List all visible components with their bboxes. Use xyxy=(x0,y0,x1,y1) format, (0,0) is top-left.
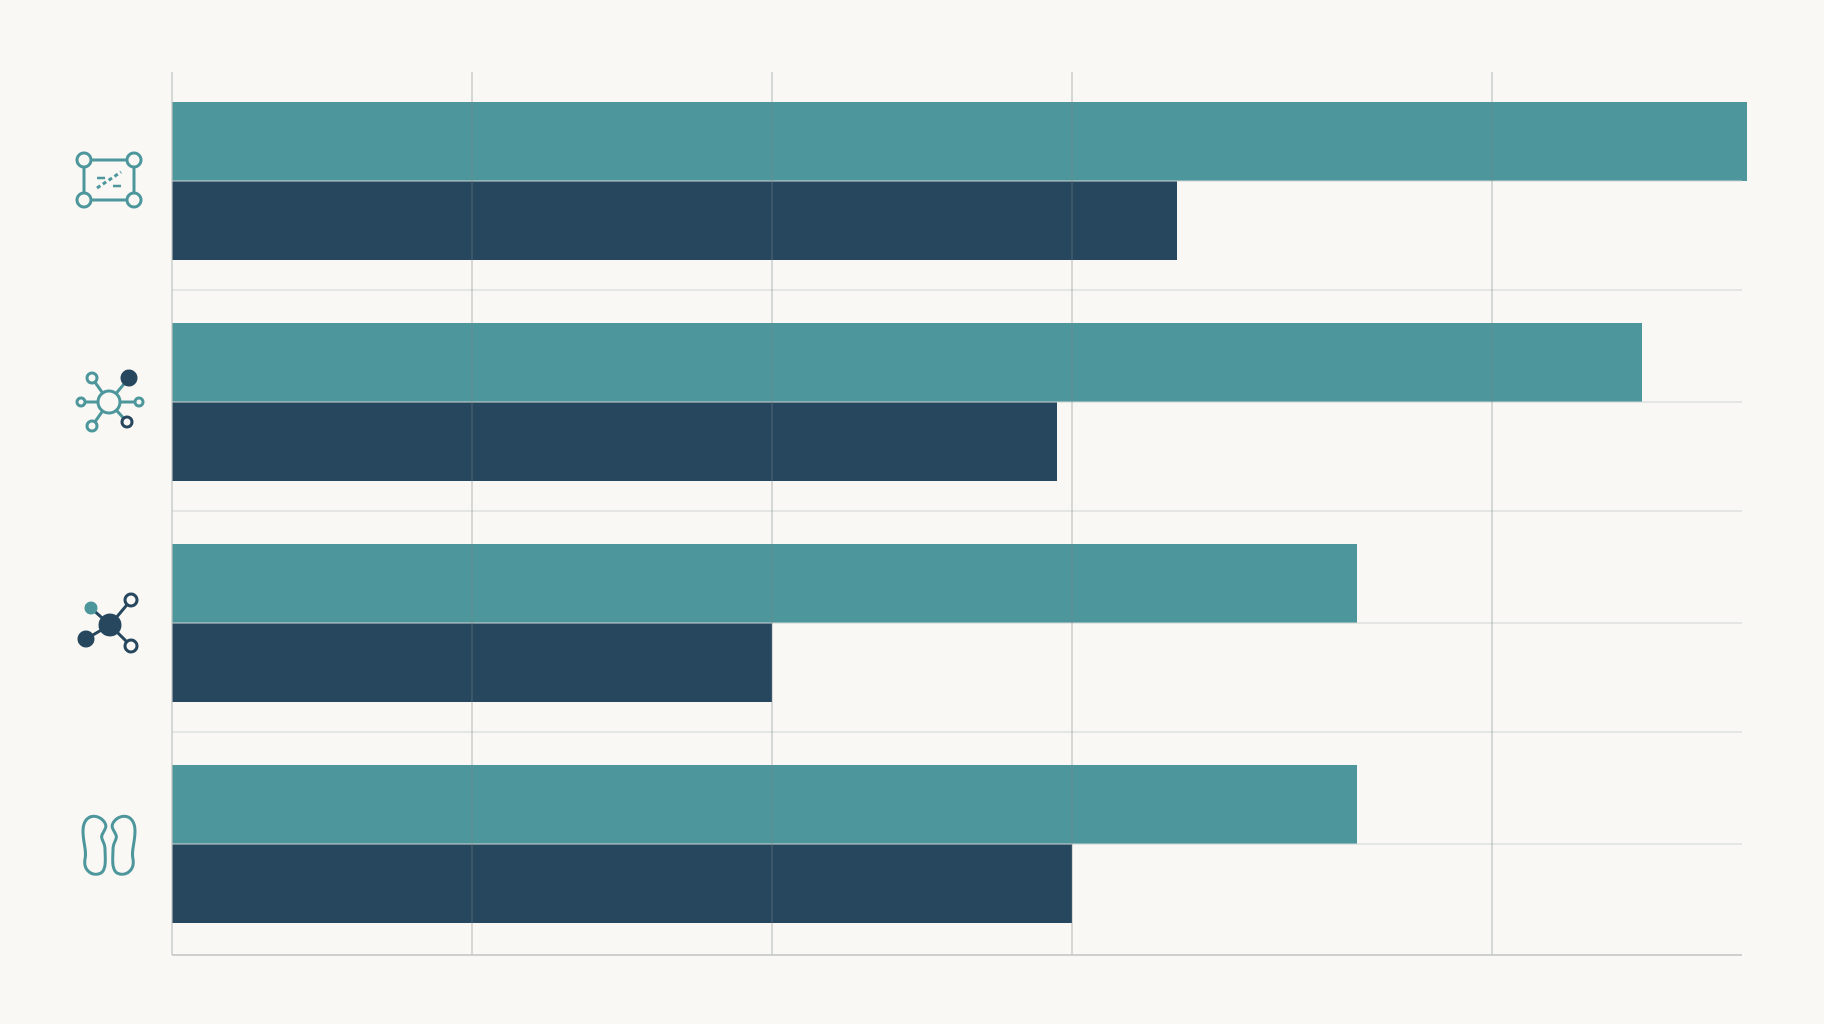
category-icons xyxy=(75,151,145,876)
flowchart-icon xyxy=(75,151,143,209)
molecule-icon xyxy=(77,592,139,654)
bar-flowchart-series-1 xyxy=(172,102,1747,181)
bar-kidneys-series-2 xyxy=(172,844,1072,923)
kidneys-icon xyxy=(81,814,137,876)
bar-molecule-series-2 xyxy=(172,623,772,702)
bar-flowchart-series-2 xyxy=(172,181,1177,260)
bar-hub-network-series-1 xyxy=(172,323,1642,402)
bar-kidneys-series-1 xyxy=(172,765,1357,844)
grid-overlay xyxy=(171,72,1742,956)
hub-network-icon xyxy=(75,369,145,433)
bars xyxy=(172,102,1747,923)
bar-hub-network-series-2 xyxy=(172,402,1057,481)
bar-molecule-series-1 xyxy=(172,544,1357,623)
